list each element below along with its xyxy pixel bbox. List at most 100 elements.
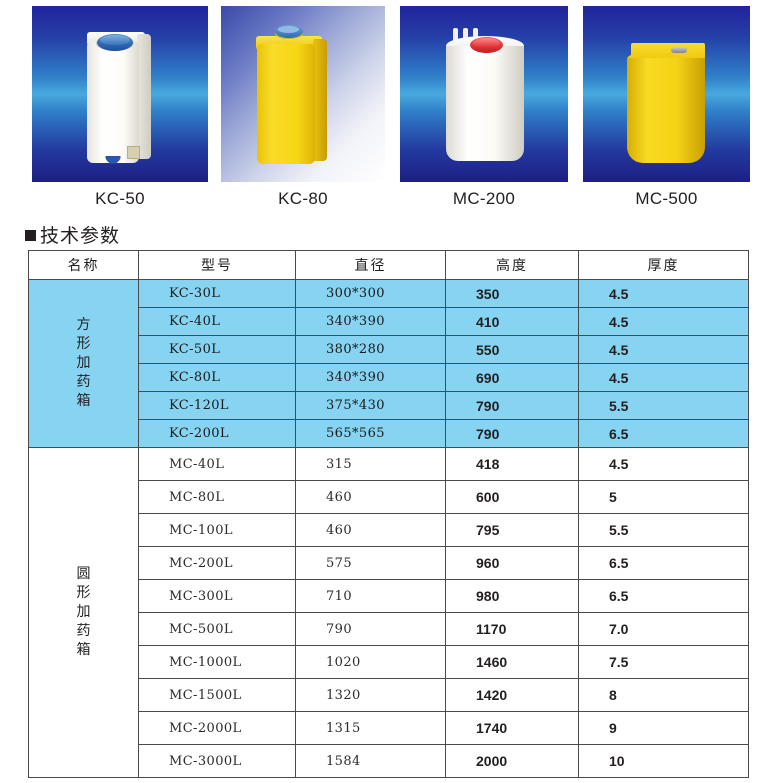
round-tank-yellow-flat-lid-icon (583, 6, 750, 182)
model-cell: MC-3000L (138, 744, 296, 778)
table-row: KC-40L 340*390 410 4.5 (29, 307, 749, 336)
product-photo-mc-200 (400, 6, 568, 182)
height-cell: 795 (445, 513, 579, 547)
column-header-thickness: 厚度 (578, 250, 749, 280)
height-cell: 1170 (445, 612, 579, 646)
model-cell: KC-40L (138, 307, 296, 336)
thickness-cell: 7.0 (578, 612, 749, 646)
spec-table: 名称 型号 直径 高度 厚度 方形加药箱 KC-30L 300*300 350 4.5 K… (28, 250, 749, 778)
diameter-cell: 460 (295, 513, 446, 547)
diameter-cell: 340*390 (295, 307, 446, 336)
model-cell: MC-1000L (138, 645, 296, 679)
height-cell: 2000 (445, 744, 579, 778)
diameter-cell: 565*565 (295, 419, 446, 448)
thickness-cell: 5 (578, 480, 749, 514)
diameter-cell: 1315 (295, 711, 446, 745)
thickness-cell: 4.5 (578, 363, 749, 392)
table-row: KC-50L 380*280 550 4.5 (29, 335, 749, 364)
thickness-cell: 7.5 (578, 645, 749, 679)
square-tank-yellow-blue-cap-icon (221, 6, 385, 182)
model-cell: MC-1500L (138, 678, 296, 712)
product-card-mc-500[interactable]: MC-500 (583, 6, 750, 208)
model-cell: KC-80L (138, 363, 296, 392)
table-head: 名称 型号 直径 高度 厚度 (28, 250, 749, 280)
product-label: KC-80 (278, 189, 328, 208)
diameter-cell: 790 (295, 612, 446, 646)
table-row: KC-120L 375*430 790 5.5 (29, 391, 749, 420)
thickness-cell: 4.5 (578, 307, 749, 336)
diameter-cell: 380*280 (295, 335, 446, 364)
square-bullet-icon (25, 230, 36, 241)
table-header-row: 名称 型号 直径 高度 厚度 (28, 250, 749, 280)
model-cell: MC-40L (138, 447, 296, 481)
thickness-cell: 5.5 (578, 513, 749, 547)
height-cell: 690 (445, 363, 579, 392)
product-photo-mc-500 (583, 6, 750, 182)
table-row: 圆形加药箱 MC-40L 315 418 4.5 (28, 447, 749, 778)
product-card-kc-50[interactable]: KC-50 (32, 6, 208, 208)
diameter-cell: 575 (295, 546, 446, 580)
thickness-cell: 8 (578, 678, 749, 712)
table-row: 方形加药箱 KC-30L 300*300 350 4.5 (28, 279, 749, 448)
section-title-text: 技术参数 (40, 225, 121, 247)
model-cell: KC-120L (138, 391, 296, 420)
diameter-cell: 1020 (295, 645, 446, 679)
thickness-cell: 10 (578, 744, 749, 778)
product-card-mc-200[interactable]: MC-200 (400, 6, 568, 208)
height-cell: 600 (445, 480, 579, 514)
table-row: MC-300L 710 980 6.5 (29, 579, 749, 613)
round-tank-white-red-cap-icon (400, 6, 568, 182)
table-row: MC-2000L 1315 1740 9 (29, 711, 749, 745)
model-cell: MC-500L (138, 612, 296, 646)
thickness-cell: 4.5 (578, 279, 749, 308)
product-card-kc-80[interactable]: KC-80 (221, 6, 385, 208)
model-cell: MC-200L (138, 546, 296, 580)
thickness-cell: 4.5 (578, 447, 749, 481)
diameter-cell: 340*390 (295, 363, 446, 392)
diameter-cell: 300*300 (295, 279, 446, 308)
thickness-cell: 5.5 (578, 391, 749, 420)
product-gallery: KC-50 KC-80 (0, 0, 775, 212)
height-cell: 418 (445, 447, 579, 481)
table-row: KC-80L 340*390 690 4.5 (29, 363, 749, 392)
group-name-label: 方形加药箱 (76, 317, 91, 409)
height-cell: 550 (445, 335, 579, 364)
thickness-cell: 6.5 (578, 419, 749, 448)
diameter-cell: 710 (295, 579, 446, 613)
diameter-cell: 1320 (295, 678, 446, 712)
column-header-name: 名称 (28, 250, 139, 280)
table-row: MC-200L 575 960 6.5 (29, 546, 749, 580)
height-cell: 350 (445, 279, 579, 308)
group-name-cell: 方形加药箱 (28, 279, 139, 448)
column-header-height: 高度 (445, 250, 579, 280)
product-label: MC-200 (452, 189, 516, 208)
model-cell: MC-100L (138, 513, 296, 547)
thickness-cell: 6.5 (578, 579, 749, 613)
height-cell: 790 (445, 391, 579, 420)
diameter-cell: 1584 (295, 744, 446, 778)
table-row: MC-1000L 1020 1460 7.5 (29, 645, 749, 679)
diameter-cell: 375*430 (295, 391, 446, 420)
group-name-cell: 圆形加药箱 (28, 447, 139, 778)
height-cell: 1740 (445, 711, 579, 745)
column-header-model: 型号 (138, 250, 296, 280)
height-cell: 980 (445, 579, 579, 613)
model-cell: KC-30L (138, 279, 296, 308)
height-cell: 1460 (445, 645, 579, 679)
product-label: KC-50 (95, 189, 145, 208)
model-cell: KC-50L (138, 335, 296, 364)
diameter-cell: 460 (295, 480, 446, 514)
product-photo-kc-50 (32, 6, 208, 182)
column-header-diameter: 直径 (295, 250, 446, 280)
model-cell: MC-300L (138, 579, 296, 613)
product-photo-kc-80 (221, 6, 385, 182)
square-tank-white-blue-cap-icon (32, 6, 208, 182)
product-label: MC-500 (635, 189, 698, 208)
height-cell: 1420 (445, 678, 579, 712)
model-cell: MC-2000L (138, 711, 296, 745)
height-cell: 960 (445, 546, 579, 580)
thickness-cell: 4.5 (578, 335, 749, 364)
thickness-cell: 6.5 (578, 546, 749, 580)
diameter-cell: 315 (295, 447, 446, 481)
